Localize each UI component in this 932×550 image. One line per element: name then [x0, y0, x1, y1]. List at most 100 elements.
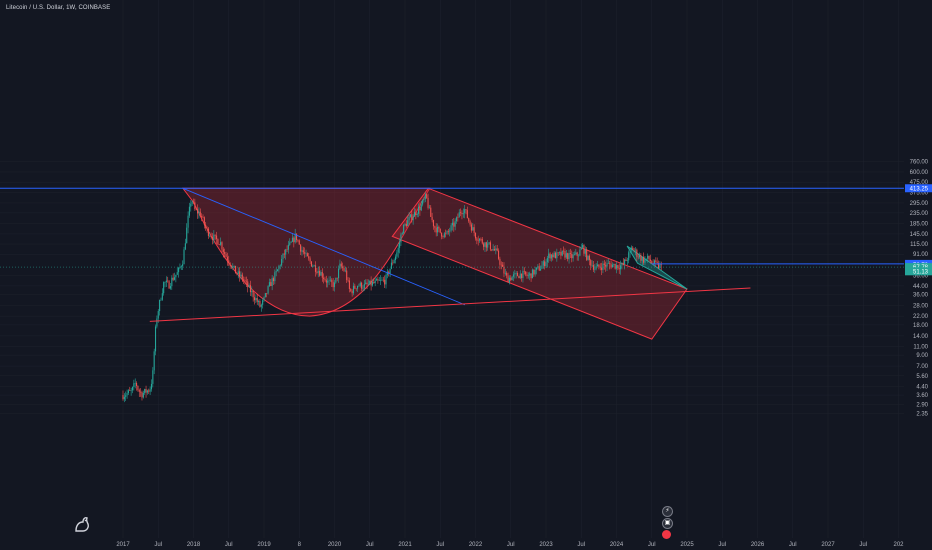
- candle-body: [614, 263, 616, 269]
- candle-body: [515, 273, 517, 274]
- candle-body: [430, 207, 432, 217]
- candle-body: [587, 255, 589, 260]
- candle-body: [633, 249, 635, 251]
- candle-body: [140, 391, 142, 393]
- candle-body: [281, 259, 283, 266]
- candle-body: [397, 247, 399, 253]
- candle-body: [232, 266, 234, 268]
- candle-body: [485, 242, 487, 248]
- price-tick-label: 5.60: [916, 374, 928, 380]
- candle-body: [428, 207, 430, 209]
- candle-body: [131, 387, 134, 391]
- candle-body: [157, 311, 159, 319]
- candle-body: [329, 279, 331, 281]
- candle-body: [451, 222, 454, 226]
- candle-body: [173, 277, 176, 280]
- lightning-event-icon[interactable]: ⚡: [662, 506, 673, 517]
- candle-body: [469, 221, 471, 225]
- candle-body: [380, 279, 382, 281]
- candle-body: [659, 264, 661, 268]
- candle-body: [473, 227, 475, 233]
- candle-body: [122, 395, 124, 400]
- candle-body: [476, 238, 478, 241]
- candle-body: [197, 209, 199, 214]
- candle-body: [403, 224, 405, 234]
- candle-body: [601, 267, 603, 270]
- candle-body: [141, 392, 143, 398]
- candle-body: [244, 279, 246, 281]
- candle-body: [291, 237, 294, 242]
- candle-body: [514, 273, 516, 275]
- candle-body: [300, 244, 302, 252]
- candle-body: [145, 389, 147, 393]
- candle-body: [412, 216, 414, 221]
- candle-body: [275, 271, 277, 273]
- candle-body: [354, 285, 356, 289]
- candle-body: [492, 249, 494, 251]
- candle-body: [283, 253, 285, 255]
- candle-body: [611, 264, 613, 268]
- candle-body: [588, 255, 590, 261]
- candle-body: [297, 239, 299, 241]
- time-tick-label: 2023: [539, 542, 553, 548]
- candle-body: [237, 271, 239, 275]
- time-tick-label: 2019: [257, 542, 271, 548]
- trend-lines: [0, 187, 904, 322]
- candle-body: [136, 382, 138, 386]
- candle-body: [495, 248, 497, 251]
- price-tag: [905, 263, 932, 272]
- candle-body: [571, 253, 573, 259]
- candle-body: [550, 254, 552, 259]
- candle-body: [615, 265, 618, 269]
- candle-body: [369, 280, 371, 285]
- price-tag: [905, 267, 932, 276]
- candle-body: [243, 279, 245, 280]
- candle-body: [359, 282, 361, 286]
- earnings-event-icon[interactable]: [662, 530, 671, 539]
- time-tick-label: 2022: [469, 542, 483, 548]
- flag-event-icon[interactable]: ▣: [662, 518, 673, 529]
- candle-body: [441, 232, 443, 237]
- candle-body: [144, 389, 146, 393]
- candle-body: [344, 270, 346, 272]
- candle-body: [399, 242, 401, 248]
- candle-body: [160, 299, 162, 301]
- candle-body: [270, 282, 272, 287]
- candle-body: [229, 263, 231, 266]
- candle-body: [309, 258, 311, 262]
- price-tick-label: 9.00: [916, 353, 928, 359]
- candle-body: [328, 280, 330, 281]
- time-axis[interactable]: 2017 Jul 2018 Jul 2019 8 2020 Jul 2021 Jul 2022 Jul…: [0, 538, 932, 550]
- time-tick-label: 202: [893, 542, 904, 548]
- candle-body: [606, 263, 608, 267]
- candle-body: [169, 286, 172, 289]
- candle-body: [274, 272, 276, 282]
- price-tick-label: 760.00: [910, 160, 929, 166]
- candle-body: [648, 255, 650, 260]
- candle-body: [408, 216, 410, 221]
- candle-body: [502, 264, 504, 267]
- candle-body: [419, 206, 421, 211]
- candle-body: [617, 265, 619, 269]
- candles: [122, 192, 662, 403]
- candle-body: [541, 265, 543, 269]
- candle-body: [306, 253, 308, 257]
- candle-body: [426, 194, 428, 198]
- candle-body: [335, 277, 337, 283]
- candle-body: [264, 293, 266, 297]
- candle-body: [645, 258, 647, 260]
- candle-body: [171, 277, 173, 287]
- candle-body: [549, 253, 551, 259]
- drawings: [181, 187, 688, 340]
- candle-body: [217, 239, 219, 245]
- candle-body: [442, 236, 444, 238]
- candle-body: [214, 234, 216, 236]
- candle-body: [125, 395, 127, 397]
- candle-body: [327, 280, 329, 283]
- time-tick-label: Jul: [648, 542, 656, 548]
- candle-body: [497, 250, 500, 259]
- candle-body: [620, 265, 622, 270]
- candle-body: [487, 243, 489, 248]
- price-tick-label: 235.00: [910, 211, 929, 217]
